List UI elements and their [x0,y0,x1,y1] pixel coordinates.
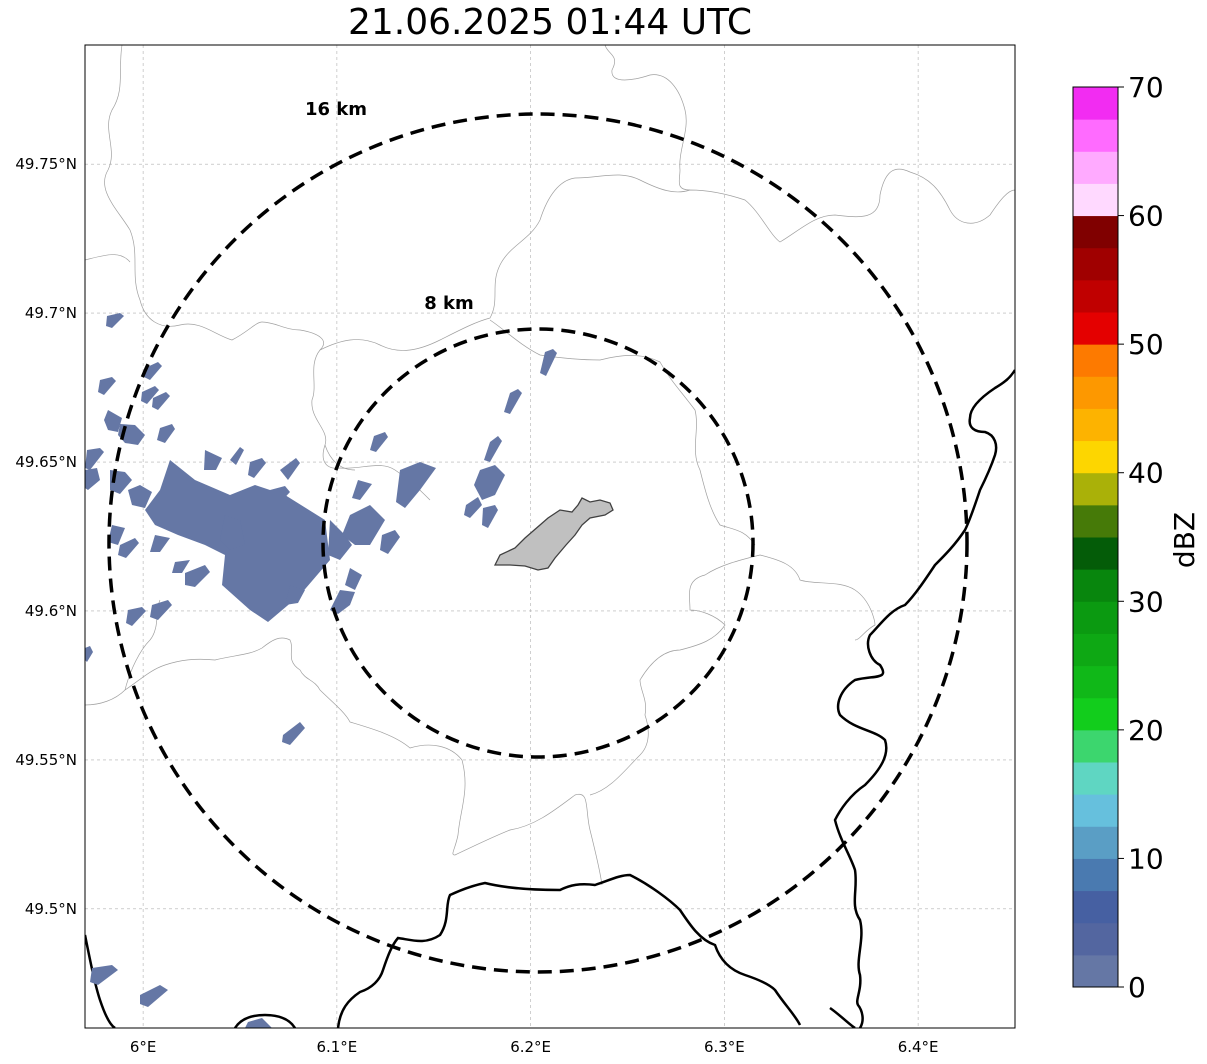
colorbar-segment [1073,826,1118,859]
colorbar-segment [1073,408,1118,442]
lon-tick-label: 6.4°E [898,1038,939,1056]
colorbar-segment [1073,697,1118,731]
national-border [85,369,1015,1028]
range-ring-8km [321,327,755,759]
colorbar-segment [1073,890,1118,924]
colorbar-segment [1073,794,1118,827]
map-gridlines [85,45,1015,1028]
colorbar-segment [1073,633,1118,667]
colorbar-tick-label: 60 [1128,200,1164,233]
colorbar-tick-label: 30 [1128,585,1164,618]
lat-tick-label: 49.5°N [25,900,77,918]
lon-tick-label: 6.1°E [316,1038,357,1056]
colorbar-tick-label: 50 [1128,328,1164,361]
colorbar-segment [1073,537,1118,570]
colorbar-segment [1073,472,1118,506]
colorbar-segment [1073,376,1118,409]
colorbar-tick-label: 20 [1128,714,1164,747]
colorbar-segment [1073,215,1118,249]
colorbar [1073,87,1118,988]
colorbar-segment [1073,312,1118,345]
lat-tick-label: 49.65°N [15,453,77,471]
longitude-ticks: 6°E 6.1°E 6.2°E 6.3°E 6.4°E [130,1038,939,1056]
lon-tick-label: 6.3°E [704,1038,745,1056]
colorbar-label: dBZ [1168,512,1201,568]
colorbar-segment [1073,151,1118,184]
colorbar-segment [1073,858,1118,892]
range-ring-16km [107,112,969,974]
colorbar-tick-label: 10 [1128,842,1164,875]
colorbar-frame [1072,86,1119,988]
latitude-ticks: 49.75°N 49.7°N 49.65°N 49.6°N 49.55°N 49.5°N [15,155,77,918]
colorbar-segment [1073,954,1118,988]
colorbar-segment [1073,183,1118,217]
colorbar-segment [1073,601,1118,634]
colorbar-ticks: 0 10 20 30 40 50 60 70 [1118,71,1164,1004]
lon-tick-label: 6°E [130,1038,157,1056]
range-rings [107,112,969,974]
range-ring-label-8km: 8 km [424,293,474,314]
range-ring-label-16km: 16 km [305,99,367,120]
lat-tick-label: 49.75°N [15,155,77,173]
map-frame [84,44,1016,1029]
lon-tick-label: 6.2°E [510,1038,551,1056]
lat-tick-label: 49.55°N [15,751,77,769]
colorbar-segment [1073,569,1118,602]
colorbar-segment [1073,762,1118,795]
colorbar-tick-label: 40 [1128,457,1164,490]
lat-tick-label: 49.6°N [25,602,77,620]
highlighted-area [493,497,614,571]
municipal-boundaries [85,45,1015,886]
colorbar-segment [1073,729,1118,763]
colorbar-segment [1073,279,1118,313]
map-title: 21.06.2025 01:44 UTC [347,2,753,43]
colorbar-segment [1073,119,1118,152]
radar-echoes [85,313,557,1028]
lat-tick-label: 49.7°N [25,304,77,322]
colorbar-segment [1073,504,1118,538]
colorbar-segment [1073,665,1118,699]
colorbar-tick-label: 70 [1128,71,1164,104]
colorbar-segment [1073,344,1118,377]
colorbar-segment [1073,247,1118,281]
colorbar-segment [1073,922,1118,956]
colorbar-segment [1073,440,1118,474]
colorbar-tick-label: 0 [1128,971,1146,1004]
colorbar-segment [1073,87,1118,120]
